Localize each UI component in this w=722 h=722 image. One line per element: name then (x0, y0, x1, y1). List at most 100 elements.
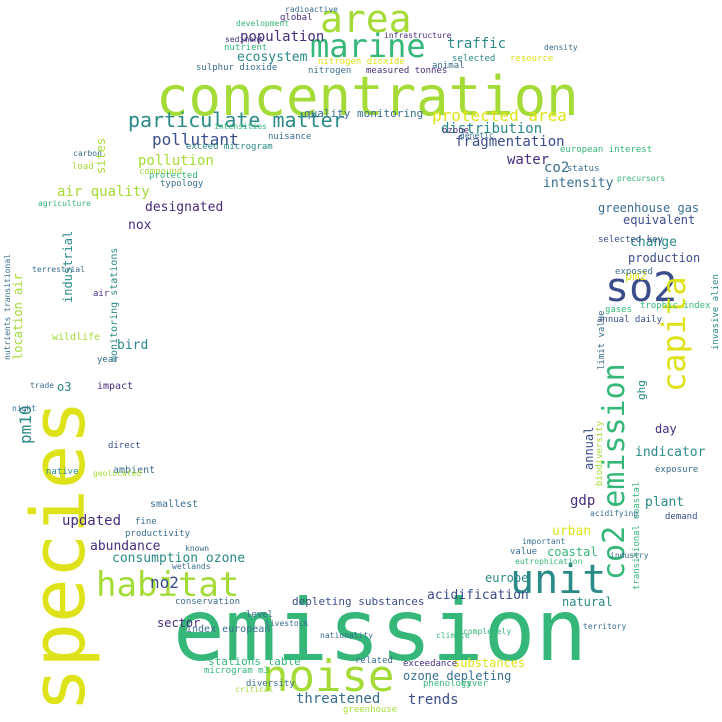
word-fine: fine (135, 517, 157, 527)
word-biodiversity: biodiversity (595, 420, 605, 486)
word-climate: climate (436, 631, 470, 640)
word-indicator: indicator (635, 445, 706, 460)
word-smallest: smallest (150, 499, 199, 510)
word-direct: direct (108, 441, 141, 451)
word-plant: plant (645, 495, 685, 510)
word-bird: bird (117, 338, 149, 353)
word-fragmentation: fragmentation (455, 134, 565, 150)
word-noise: noise (262, 651, 395, 702)
word-trophic-index: trophic index (640, 301, 711, 311)
word-density: density (544, 43, 578, 52)
word-acidifying: acidifying (590, 509, 639, 518)
word-ozone: ozone (442, 126, 470, 136)
word-intensity: intensity (543, 176, 614, 191)
word-depleting-substances: depleting substances (292, 595, 425, 608)
word-animal: animal (432, 61, 465, 71)
word-species: species (16, 400, 102, 712)
word-trade: trade (30, 381, 55, 390)
word-industry: industry (610, 551, 649, 560)
word-value: value (510, 547, 538, 557)
word-native: native (46, 467, 79, 477)
word-ambient: ambient (113, 465, 156, 476)
word-sulphur-dioxide: sulphur dioxide (196, 63, 278, 73)
word-infrastructure: infrastructure (384, 31, 452, 40)
word-emission: emission (173, 581, 588, 681)
word-exceed-microgram: exceed microgram (186, 142, 273, 152)
word-agriculture: agriculture (38, 199, 91, 208)
word-development: development (236, 19, 289, 28)
word-invasive-alien: invasive alien (711, 274, 721, 350)
word-nutrient: nutrient (224, 43, 268, 53)
word-wetlands: wetlands (172, 562, 211, 571)
word-global: global (280, 13, 313, 23)
word-annual: annual (582, 426, 596, 470)
word-gases: gases (605, 305, 633, 315)
word-resource: resource (510, 54, 554, 64)
word-critical: critical (235, 685, 274, 694)
word-typology: typology (160, 179, 204, 189)
word-co2: co2 (544, 160, 570, 176)
word-change: change (630, 235, 677, 250)
word-exceedance: exceedance (403, 659, 458, 669)
word-level: level (246, 610, 274, 620)
word-territory: territory (583, 622, 627, 631)
word-trends: trends (408, 692, 459, 708)
word-ozone-depleting: ozone depleting (403, 669, 512, 683)
word-exposed: exposed (615, 267, 653, 277)
word-radioactive: radioactive (285, 5, 338, 14)
word-coastal: coastal (547, 545, 598, 559)
word-selected-key: selected key (598, 235, 664, 245)
word-selected: selected (452, 54, 496, 64)
word-european-interest: european interest (560, 145, 653, 155)
word-stations-table: stations table (208, 655, 301, 668)
word-nutrients-transitional: nutrients transitional (3, 254, 12, 360)
word-pm2: pm2 (625, 269, 647, 283)
word-transitional-coastal: transitional coastal (632, 481, 642, 590)
word-no2: no2 (150, 573, 179, 592)
word-air: air (93, 289, 110, 299)
word-particulate-matter: particulate matter (128, 108, 345, 132)
word-marine: marine (310, 27, 426, 65)
word-concentration: concentration (156, 65, 579, 128)
word-sediment: sediment (225, 35, 264, 44)
word-livestock: livestock (265, 619, 309, 628)
word-air-quality: air quality (57, 184, 150, 200)
word-gdp: gdp (570, 493, 596, 509)
word-monitoring-stations: monitoring stations (109, 247, 120, 362)
word-acidification: acidification (427, 588, 529, 603)
word-greenhouse: greenhouse (343, 705, 398, 715)
word-quality-monitoring: quality monitoring (304, 107, 424, 120)
word-consumption-ozone: consumption ozone (112, 551, 246, 566)
word-river: river (461, 679, 489, 689)
word-nitrogen: nitrogen (308, 66, 352, 76)
word-location-air: location air (11, 273, 25, 360)
word-pollutant: pollutant (152, 130, 239, 149)
word-protected-area: protected area (432, 106, 567, 125)
word-urban: urban (552, 524, 592, 539)
word-nationality: nationality (320, 631, 373, 640)
word-sector: sector (157, 616, 201, 630)
word-distribution: distribution (441, 121, 543, 137)
word-load: load (72, 162, 94, 172)
word-index-european: index european (186, 624, 271, 635)
word-status: status (567, 164, 600, 174)
word-measured-tonnes: measured tonnes (366, 66, 448, 76)
word-ghg: ghg (635, 380, 648, 400)
word-important: important (522, 537, 566, 546)
word-water: water (507, 152, 550, 168)
word-compound: compound (139, 167, 183, 177)
word-completely: completely (463, 627, 512, 636)
word-phenology: phenology (423, 679, 472, 689)
word-genetic: genetic (460, 131, 494, 140)
word-terrestrial: terrestrial (32, 265, 85, 274)
word-diversity: diversity (246, 679, 295, 689)
word-capita: capita (655, 276, 693, 392)
word-wildlife: wildlife (52, 332, 101, 343)
word-conservation: conservation (175, 597, 241, 607)
word-europe: europe (485, 571, 529, 585)
word-productivity: productivity (125, 529, 191, 539)
word-traffic: traffic (447, 36, 507, 52)
word-threatened: threatened (296, 691, 381, 707)
word-o3: o3 (57, 380, 72, 394)
